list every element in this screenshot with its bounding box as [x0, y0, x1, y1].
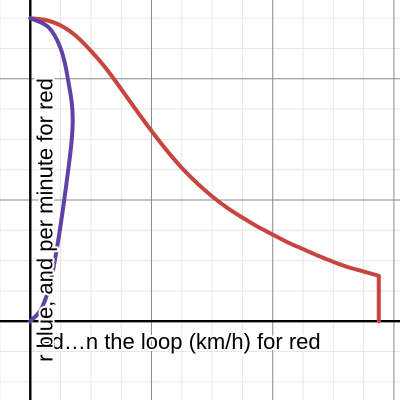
- x-axis-label: ed…n the loop (km/h) for red: [39, 329, 320, 354]
- y-axis-label: r blue, and per minute for red: [32, 78, 57, 362]
- series-line-1: [28, 16, 381, 324]
- series-line-2: [28, 16, 75, 324]
- series-layer: [28, 16, 381, 324]
